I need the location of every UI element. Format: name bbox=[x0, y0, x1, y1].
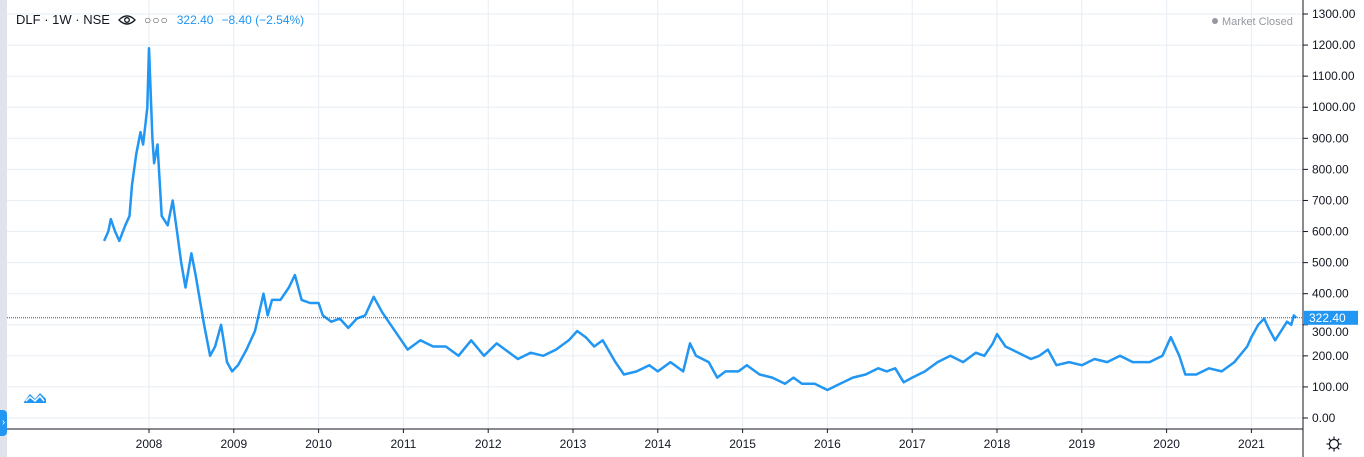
price-chart[interactable]: 0.00 100.00 200.00 300.00 400.00 500.00 600.00… bbox=[7, 0, 1364, 457]
y-tick-label: 0.00 bbox=[1312, 411, 1336, 425]
y-tick-label: 900.00 bbox=[1312, 131, 1349, 145]
y-tick-label: 800.00 bbox=[1312, 162, 1349, 176]
last-price: 322.40 bbox=[7, 310, 1358, 325]
expand-panel-button[interactable]: › bbox=[0, 410, 7, 436]
x-tick-label: 2018 bbox=[984, 437, 1011, 451]
y-tick-label: 300.00 bbox=[1312, 325, 1349, 339]
tradingview-logo-icon[interactable] bbox=[22, 390, 48, 404]
x-tick-label: 2009 bbox=[220, 437, 247, 451]
price-axis: 0.00 100.00 200.00 300.00 400.00 500.00 600.00… bbox=[1302, 0, 1356, 457]
price-change: −8.40 (−2.54%) bbox=[221, 12, 305, 27]
x-tick-label: 2020 bbox=[1153, 437, 1180, 451]
y-tick-label: 1100.00 bbox=[1312, 69, 1355, 83]
y-tick-label: 1300.00 bbox=[1312, 7, 1356, 21]
status-dot-icon bbox=[1212, 18, 1218, 24]
eye-icon[interactable] bbox=[118, 14, 136, 26]
y-tick-label: 1200.00 bbox=[1312, 38, 1356, 52]
price-value: 322.40 bbox=[176, 12, 214, 27]
y-tick-label: 700.00 bbox=[1312, 193, 1349, 207]
x-tick-label: 2015 bbox=[729, 437, 756, 451]
time-axis: 2008 2009 2010 2011 2012 2013 2014 2015 2016 2017… bbox=[7, 428, 1303, 451]
y-tick-label: 400.00 bbox=[1312, 287, 1349, 301]
settings-gear-icon[interactable] bbox=[1326, 436, 1342, 452]
price-line bbox=[102, 46, 1298, 392]
x-tick-label: 2014 bbox=[644, 437, 671, 451]
x-tick-label: 2017 bbox=[899, 437, 926, 451]
y-tick-label: 200.00 bbox=[1312, 349, 1349, 363]
market-status: Market Closed bbox=[1212, 16, 1293, 28]
y-tick-label: 1000.00 bbox=[1312, 100, 1356, 114]
more-options-icon[interactable]: ○○○ bbox=[143, 12, 169, 27]
left-toolbar-strip bbox=[0, 0, 7, 457]
x-tick-label: 2019 bbox=[1068, 437, 1095, 451]
x-tick-label: 2021 bbox=[1238, 437, 1265, 451]
x-tick-label: 2016 bbox=[814, 437, 841, 451]
x-tick-label: 2012 bbox=[475, 437, 502, 451]
x-tick-label: 2013 bbox=[560, 437, 587, 451]
y-tick-label: 600.00 bbox=[1312, 225, 1349, 239]
y-tick-label: 500.00 bbox=[1312, 256, 1349, 270]
chart-legend: DLF · 1W · NSE ○○○ 322.40 −8.40 (−2.54%) bbox=[16, 12, 304, 27]
x-tick-label: 2011 bbox=[390, 437, 416, 451]
y-tick-label: 100.00 bbox=[1312, 380, 1349, 394]
x-tick-label: 2008 bbox=[136, 437, 163, 451]
grid bbox=[7, 0, 1303, 429]
x-tick-label: 2010 bbox=[305, 437, 332, 451]
last-price-label: 322.40 bbox=[1309, 311, 1346, 325]
last-price-badge bbox=[1304, 310, 1358, 325]
symbol-label[interactable]: DLF · 1W · NSE bbox=[16, 12, 110, 27]
